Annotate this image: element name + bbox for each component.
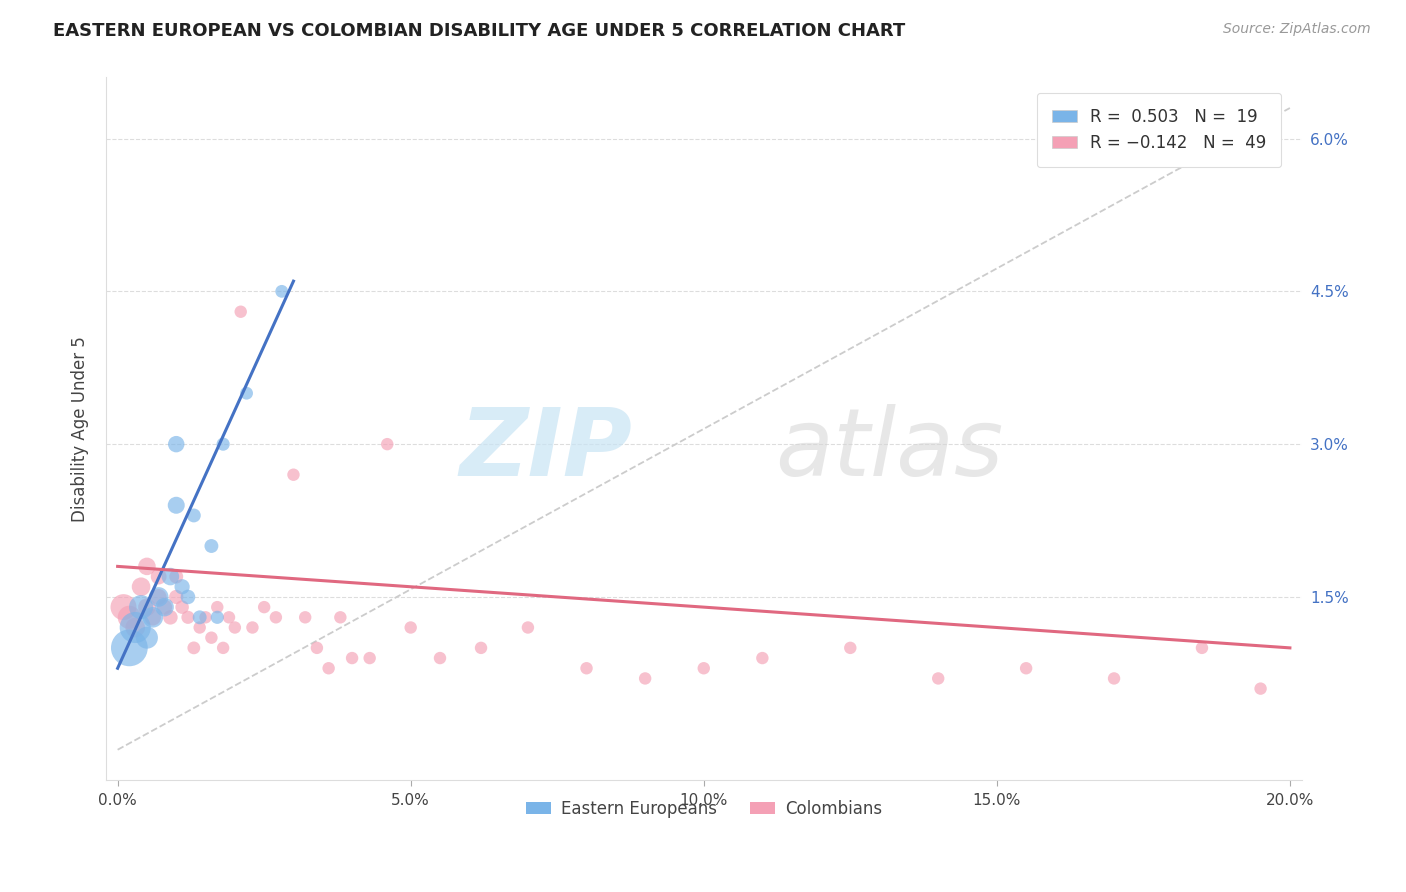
Point xyxy=(165,569,187,583)
Point xyxy=(235,386,257,401)
Point xyxy=(207,600,229,615)
Point xyxy=(224,620,246,634)
Point xyxy=(429,651,451,665)
Point xyxy=(136,559,159,574)
Point xyxy=(165,498,187,512)
Point xyxy=(340,651,363,665)
Point xyxy=(634,672,657,686)
Point xyxy=(129,600,152,615)
Point xyxy=(253,600,276,615)
Point xyxy=(399,620,422,634)
Point xyxy=(165,590,187,604)
Point xyxy=(242,620,264,634)
Point xyxy=(212,640,235,655)
Point xyxy=(188,620,211,634)
Text: EASTERN EUROPEAN VS COLOMBIAN DISABILITY AGE UNDER 5 CORRELATION CHART: EASTERN EUROPEAN VS COLOMBIAN DISABILITY… xyxy=(53,22,905,40)
Point xyxy=(693,661,716,675)
Point xyxy=(207,610,229,624)
Point xyxy=(165,437,187,451)
Text: atlas: atlas xyxy=(776,404,1004,495)
Point xyxy=(148,590,170,604)
Point xyxy=(183,640,205,655)
Point xyxy=(142,610,165,624)
Point xyxy=(927,672,949,686)
Point xyxy=(1102,672,1125,686)
Point xyxy=(1250,681,1272,696)
Point xyxy=(470,640,492,655)
Point xyxy=(177,610,200,624)
Point xyxy=(200,631,222,645)
Point xyxy=(318,661,340,675)
Point xyxy=(283,467,305,482)
Point xyxy=(329,610,352,624)
Point xyxy=(264,610,287,624)
Y-axis label: Disability Age Under 5: Disability Age Under 5 xyxy=(72,336,89,522)
Point xyxy=(183,508,205,523)
Text: Source: ZipAtlas.com: Source: ZipAtlas.com xyxy=(1223,22,1371,37)
Text: ZIP: ZIP xyxy=(460,404,633,496)
Point xyxy=(375,437,398,451)
Point xyxy=(159,610,181,624)
Point xyxy=(142,610,165,624)
Point xyxy=(359,651,381,665)
Point xyxy=(172,600,194,615)
Point xyxy=(218,610,240,624)
Point xyxy=(270,285,292,299)
Point xyxy=(575,661,598,675)
Point xyxy=(118,640,141,655)
Point xyxy=(124,620,146,634)
Point xyxy=(188,610,211,624)
Point xyxy=(136,631,159,645)
Point xyxy=(839,640,862,655)
Point xyxy=(177,590,200,604)
Point xyxy=(153,600,176,615)
Legend: Eastern Europeans, Colombians: Eastern Europeans, Colombians xyxy=(519,793,889,825)
Point xyxy=(136,600,159,615)
Point xyxy=(516,620,538,634)
Point xyxy=(212,437,235,451)
Point xyxy=(112,600,135,615)
Point xyxy=(305,640,328,655)
Point xyxy=(294,610,316,624)
Point xyxy=(229,304,252,318)
Point xyxy=(124,620,146,634)
Point xyxy=(148,569,170,583)
Point xyxy=(153,600,176,615)
Point xyxy=(129,580,152,594)
Point xyxy=(148,590,170,604)
Point xyxy=(118,610,141,624)
Point xyxy=(1015,661,1038,675)
Point xyxy=(194,610,217,624)
Point xyxy=(159,569,181,583)
Point xyxy=(751,651,773,665)
Point xyxy=(200,539,222,553)
Point xyxy=(172,580,194,594)
Point xyxy=(1191,640,1213,655)
